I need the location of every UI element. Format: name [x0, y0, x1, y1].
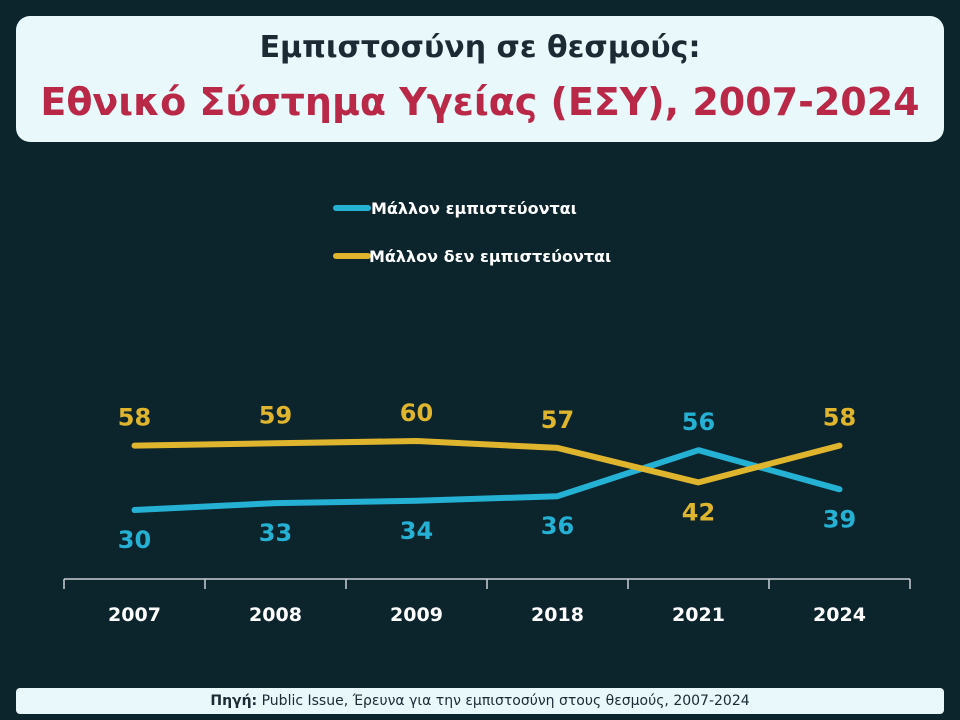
source-note: Πηγή: Public Issue, Έρευνα για την εμπισ…: [16, 688, 944, 714]
data-label-trust-2007: 30: [118, 526, 151, 554]
legend: Μάλλον εμπιστεύονται Μάλλον δεν εμπιστεύ…: [333, 199, 611, 266]
data-label-trust-2009: 34: [400, 517, 433, 545]
chart-subtitle: Εθνικό Σύστημα Υγείας (ΕΣΥ), 2007-2024: [40, 80, 920, 124]
data-label-distrust-2007: 58: [118, 404, 151, 432]
data-label-distrust-2018: 57: [541, 406, 574, 434]
x-tick-label-2007: 2007: [108, 604, 161, 626]
title-box: Εμπιστοσύνη σε θεσμούς: Εθνικό Σύστημα Υ…: [16, 16, 944, 142]
legend-label-trust: Μάλλον εμπιστεύονται: [371, 199, 577, 218]
x-tick-label-2009: 2009: [390, 604, 443, 626]
legend-label-distrust: Μάλλον δεν εμπιστεύονται: [369, 247, 611, 266]
x-tick-label-2008: 2008: [249, 604, 302, 626]
series-trust: 30 33 34 36 56 39: [118, 408, 856, 554]
source-text: Public Issue, Έρευνα για την εμπιστοσύνη…: [261, 693, 750, 709]
x-axis-ticks: [63, 579, 911, 589]
x-tick-label-2024: 2024: [813, 604, 866, 626]
series-line-distrust: [131, 438, 843, 486]
data-label-trust-2008: 33: [259, 519, 292, 547]
x-tick-label-2018: 2018: [531, 604, 584, 626]
data-label-trust-2018: 36: [541, 512, 574, 540]
legend-item-trust: Μάλλον εμπιστεύονται: [333, 199, 577, 218]
data-label-distrust-2008: 59: [259, 401, 292, 429]
plot-area: 30 33 34 36 56 39 58 59 60 57 42 58: [118, 399, 856, 554]
data-label-distrust-2009: 60: [400, 399, 433, 427]
legend-item-distrust: Μάλλον δεν εμπιστεύονται: [333, 247, 611, 266]
data-label-distrust-2021: 42: [682, 498, 715, 526]
data-label-trust-2024: 39: [823, 505, 856, 533]
series-distrust: 58 59 60 57 42 58: [118, 399, 856, 526]
x-axis-tick-labels: 2007 2008 2009 2018 2021 2024: [108, 604, 866, 626]
data-label-trust-2021: 56: [682, 408, 715, 436]
source-label: Πηγή:: [210, 693, 258, 709]
x-axis: 2007 2008 2009 2018 2021 2024: [63, 578, 911, 626]
line-chart: Μάλλον εμπιστεύονται Μάλλον δεν εμπιστεύ…: [63, 199, 911, 626]
chart-title: Εμπιστοσύνη σε θεσμούς:: [259, 30, 701, 65]
series-line-trust: [131, 447, 843, 513]
data-label-distrust-2024: 58: [823, 404, 856, 432]
x-tick-label-2021: 2021: [672, 604, 725, 626]
